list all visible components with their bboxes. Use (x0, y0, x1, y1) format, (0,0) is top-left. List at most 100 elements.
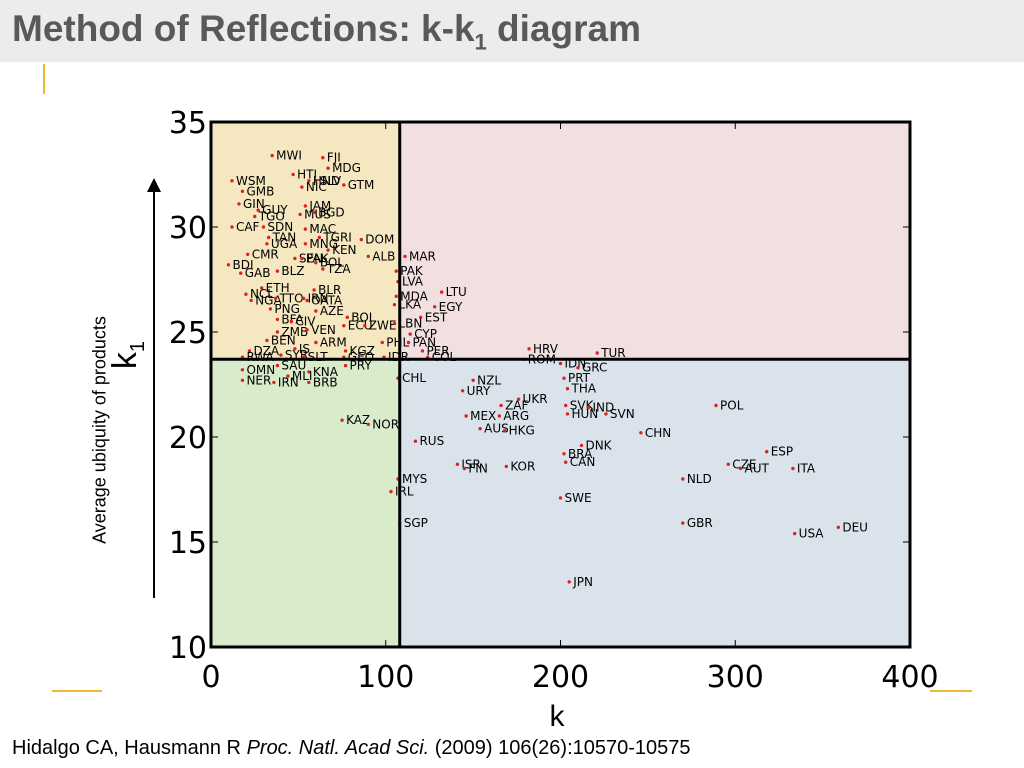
data-label: BLR (318, 283, 341, 297)
data-label: HKG (509, 424, 535, 438)
data-point (303, 242, 308, 246)
data-point (342, 324, 346, 328)
data-label: GMB (246, 184, 274, 198)
data-label: SWE (565, 491, 592, 505)
data-point (420, 349, 425, 353)
data-label: ISR (461, 457, 481, 471)
data-point (256, 208, 260, 212)
data-label: UGA (271, 237, 298, 251)
data-label: GRC (582, 361, 607, 375)
data-point (380, 340, 384, 345)
data-point (312, 210, 316, 214)
data-point (307, 380, 311, 385)
data-point (314, 261, 318, 265)
data-point (738, 466, 743, 471)
data-label: PER (426, 344, 449, 358)
data-label: TAN (272, 231, 297, 245)
data-label: GIN (243, 197, 265, 211)
data-label: ARG (503, 409, 529, 423)
data-label: KAZ (346, 413, 370, 427)
data-label: JAM (308, 199, 331, 213)
data-label: KEN (332, 243, 356, 257)
data-label: JPN (572, 575, 593, 589)
data-label: GUY (262, 203, 288, 217)
data-label: CAN (570, 455, 596, 469)
data-label: DZA (253, 344, 279, 358)
data-label: NIC (306, 180, 327, 194)
quadrant-top-left (211, 122, 400, 360)
data-point (259, 286, 264, 290)
data-label: COL (432, 350, 457, 364)
data-label: DOM (365, 233, 394, 247)
y-arrow-shaft (153, 186, 155, 598)
data-point (359, 237, 363, 242)
data-point (462, 466, 467, 471)
data-label: PRY (350, 359, 373, 373)
data-label: FJI (327, 151, 341, 165)
data-label: NLD (687, 472, 712, 486)
accent-line-left (52, 690, 102, 692)
data-label: MAR (409, 249, 436, 263)
data-point (247, 349, 252, 353)
data-point (268, 307, 273, 311)
data-label: ECU (348, 319, 373, 333)
data-point (564, 403, 568, 408)
data-label: CIV (295, 315, 316, 329)
data-point (639, 431, 643, 435)
data-point (595, 351, 599, 355)
data-label: OATA (311, 294, 343, 308)
data-label: MEX (470, 409, 496, 423)
data-point (252, 214, 257, 219)
data-point (275, 330, 280, 334)
data-point (499, 403, 503, 408)
data-label: MDG (332, 161, 361, 175)
data-point (301, 296, 306, 301)
y-arrow-head-icon (147, 178, 161, 192)
x-tick-label: 400 (881, 660, 938, 695)
plot-frame (209, 120, 912, 649)
data-point (343, 363, 348, 368)
data-point (765, 450, 769, 454)
data-point (261, 225, 266, 229)
data-point (275, 363, 280, 368)
data-point (432, 305, 437, 309)
data-point (366, 422, 370, 427)
data-point (240, 189, 245, 193)
data-point (239, 271, 243, 275)
data-label: SDN (267, 220, 293, 234)
data-label: SLT (308, 350, 329, 364)
data-point (726, 462, 730, 466)
data-point (419, 315, 423, 319)
data-label: BFA (281, 312, 304, 326)
data-label: MDA (400, 289, 428, 303)
data-label: NER (246, 373, 271, 387)
data-point (460, 389, 465, 393)
title-bar: Method of Reflections: k-k1 diagram (0, 0, 1024, 62)
data-point (562, 376, 566, 380)
data-label: ZWE (369, 319, 397, 333)
data-point (394, 294, 398, 298)
data-point (314, 179, 318, 183)
data-point (265, 338, 269, 343)
data-label: AUS (484, 422, 509, 436)
data-point (392, 303, 397, 307)
y-tick-label: 15 (169, 526, 207, 561)
data-point (565, 412, 570, 416)
data-label: TGO (258, 210, 285, 224)
data-point (389, 489, 393, 494)
data-label: PAN (412, 336, 436, 350)
data-point (275, 317, 280, 322)
data-label: WSM (236, 174, 266, 188)
data-label: SVN (610, 407, 635, 421)
data-label: UKR (523, 392, 548, 406)
data-point (497, 414, 502, 418)
data-label: NZL (477, 373, 501, 387)
data-label: PHL (386, 336, 409, 350)
data-point (567, 580, 571, 584)
data-label: TTO (279, 291, 304, 305)
data-point (345, 315, 350, 319)
data-label: TGRI (322, 231, 352, 245)
data-point (305, 298, 309, 303)
x-tick-label: 200 (532, 660, 589, 695)
